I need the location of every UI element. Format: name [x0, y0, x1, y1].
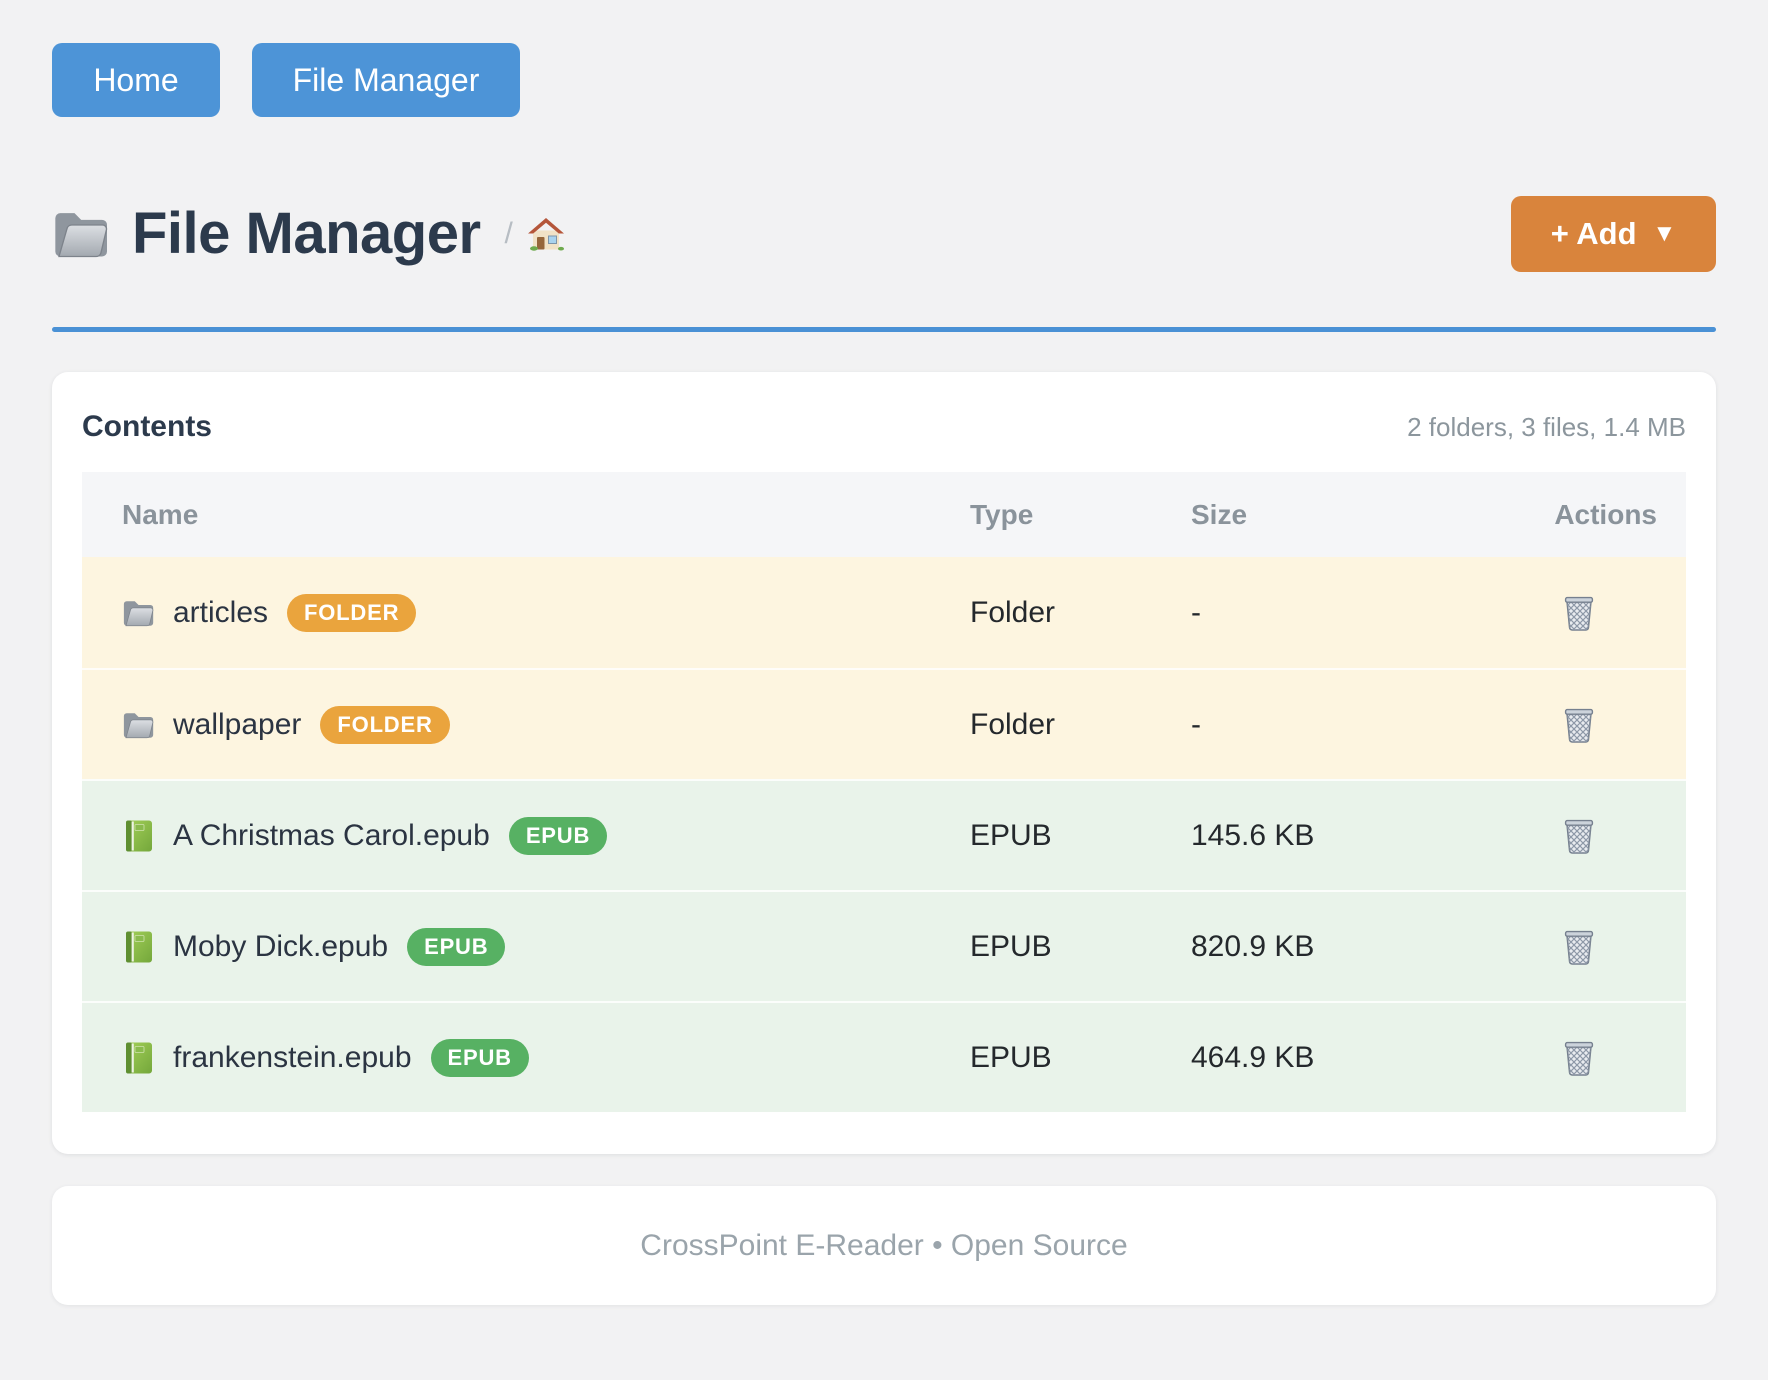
folder-icon [123, 600, 154, 626]
add-button-label: + Add [1550, 216, 1637, 251]
page-title: File Manager [132, 201, 481, 266]
delete-button[interactable] [1558, 814, 1600, 858]
delete-button[interactable] [1558, 1036, 1600, 1080]
delete-button[interactable] [1558, 591, 1600, 635]
add-button[interactable]: + Add ▼ [1511, 196, 1716, 272]
page-header: File Manager / + Add ▼ [52, 191, 1716, 277]
table-row[interactable]: frankenstein.epub EPUB EPUB 464.9 KB [82, 1001, 1686, 1112]
file-name[interactable]: articles [173, 595, 269, 629]
trash-icon [1564, 819, 1594, 854]
delete-button[interactable] [1558, 925, 1600, 969]
chevron-down-icon: ▼ [1652, 220, 1677, 247]
file-name[interactable]: A Christmas Carol.epub [173, 818, 490, 852]
title-group: File Manager / [52, 205, 1511, 263]
header-divider [52, 327, 1716, 332]
contents-card-header: Contents 2 folders, 3 files, 1.4 MB [82, 410, 1686, 444]
type-badge: EPUB [407, 927, 506, 966]
footer-text: CrossPoint E-Reader • Open Source [640, 1228, 1128, 1262]
footer: CrossPoint E-Reader • Open Source [52, 1186, 1716, 1305]
book-icon [125, 1041, 153, 1074]
size-cell: - [1191, 707, 1201, 741]
file-name[interactable]: wallpaper [173, 707, 302, 741]
type-badge: EPUB [430, 1038, 529, 1077]
contents-card: Contents 2 folders, 3 files, 1.4 MB Name… [52, 372, 1716, 1154]
trash-icon [1564, 1041, 1594, 1076]
size-cell: - [1191, 595, 1201, 629]
top-nav: Home File Manager [52, 0, 1716, 117]
file-table: Name Type Size Actions articles FOLDER F… [82, 472, 1686, 1112]
column-header-name: Name [122, 498, 199, 530]
type-badge: EPUB [508, 816, 608, 855]
type-badge: FOLDER [287, 593, 417, 632]
nav-home-button[interactable]: Home [52, 43, 220, 117]
type-cell: EPUB [970, 1040, 1052, 1074]
table-row[interactable]: articles FOLDER Folder - [82, 557, 1686, 668]
breadcrumb: / [504, 217, 513, 250]
size-cell: 464.9 KB [1191, 1040, 1315, 1074]
type-cell: EPUB [970, 818, 1052, 852]
type-badge: FOLDER [320, 705, 450, 744]
table-row[interactable]: wallpaper FOLDER Folder - [82, 668, 1686, 779]
trash-icon [1564, 596, 1594, 631]
file-name[interactable]: frankenstein.epub [173, 1040, 412, 1074]
house-icon[interactable] [527, 216, 565, 252]
contents-heading: Contents [82, 410, 212, 443]
contents-summary: 2 folders, 3 files, 1.4 MB [1407, 412, 1686, 442]
table-row[interactable]: Moby Dick.epub EPUB EPUB 820.9 KB [82, 890, 1686, 1001]
type-cell: Folder [970, 707, 1056, 741]
folder-icon [123, 712, 154, 738]
folder-icon [54, 212, 108, 258]
book-icon [125, 930, 153, 963]
size-cell: 145.6 KB [1191, 818, 1315, 852]
trash-icon [1564, 930, 1594, 965]
file-name[interactable]: Moby Dick.epub [173, 929, 389, 963]
file-table-body: articles FOLDER Folder - wallpaper FOLDE… [82, 557, 1686, 1112]
column-header-actions: Actions [1554, 498, 1657, 530]
delete-button[interactable] [1558, 703, 1600, 747]
trash-icon [1564, 708, 1594, 743]
file-table-header: Name Type Size Actions [82, 472, 1686, 557]
column-header-size: Size [1191, 498, 1248, 530]
table-row[interactable]: A Christmas Carol.epub EPUB EPUB 145.6 K… [82, 779, 1686, 890]
type-cell: Folder [970, 595, 1056, 629]
book-icon [125, 819, 153, 852]
nav-file-manager-button[interactable]: File Manager [252, 43, 520, 117]
size-cell: 820.9 KB [1191, 929, 1315, 963]
column-header-type: Type [970, 498, 1034, 530]
type-cell: EPUB [970, 929, 1052, 963]
